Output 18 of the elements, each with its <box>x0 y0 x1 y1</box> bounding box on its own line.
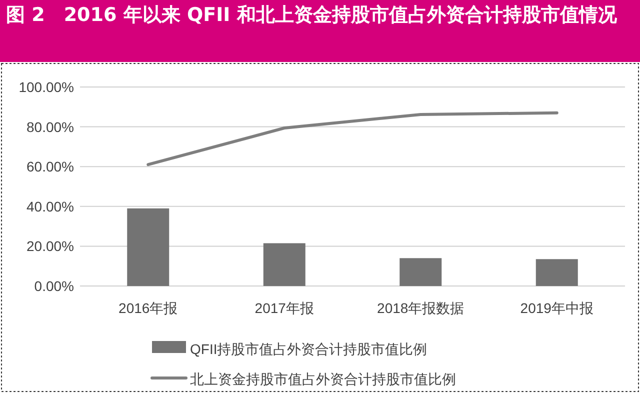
bar <box>400 258 442 286</box>
y-tick-label: 80.00% <box>26 118 74 135</box>
legend-label: 北上资金持股市值占外资合计持股市值比例 <box>190 371 456 387</box>
y-tick-label: 0.00% <box>34 278 74 294</box>
line-series <box>146 111 558 166</box>
y-tick-label: 40.00% <box>26 198 74 214</box>
legend-label: QFII持股市值占外资合计持股市值比例 <box>190 341 428 357</box>
bar <box>127 208 170 286</box>
y-tick-label: 60.00% <box>26 158 74 175</box>
y-tick-label: 20.00% <box>26 238 74 254</box>
bar <box>536 259 578 286</box>
x-tick-label: 2018年报数据 <box>377 300 464 316</box>
x-tick-label: 2016年报 <box>118 300 178 316</box>
bar <box>263 243 306 286</box>
x-tick-label: 2017年报 <box>254 300 314 316</box>
x-tick-label: 2019年中报 <box>520 300 594 316</box>
y-tick-label: 100.00% <box>18 79 74 95</box>
chart-title: 图 2 2016 年以来 QFII 和北上资金持股市值占外资合计持股市值情况 <box>6 3 618 28</box>
